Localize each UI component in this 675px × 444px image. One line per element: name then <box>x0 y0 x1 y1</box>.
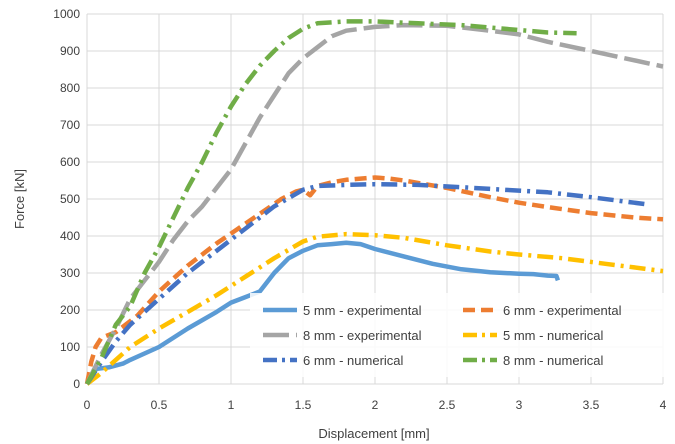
series-lines <box>84 19 664 386</box>
y-tick-label: 400 <box>60 229 80 243</box>
legend-label-4: 6 mm - numerical <box>303 353 404 368</box>
series-line-4 <box>85 181 649 386</box>
x-tick-label: 0 <box>84 398 91 412</box>
x-tick-label: 2 <box>372 398 379 412</box>
y-tick-label: 500 <box>60 192 80 206</box>
series-line-1 <box>84 175 664 385</box>
series-line-3 <box>85 231 664 386</box>
y-tick-label: 300 <box>60 266 80 280</box>
x-tick-label: 3 <box>516 398 523 412</box>
y-tick-label: 0 <box>73 377 80 391</box>
legend-label-0: 5 mm - experimental <box>303 303 422 318</box>
legend-background <box>250 293 670 377</box>
x-tick-label: 4 <box>660 398 667 412</box>
legend-label-3: 5 mm - numerical <box>503 328 604 343</box>
series-line-0 <box>84 240 561 385</box>
x-tick-label: 1 <box>228 398 235 412</box>
series-line-2 <box>84 22 664 385</box>
y-tick-label: 100 <box>60 340 80 354</box>
legend: 5 mm - experimental 6 mm - experimental 8 … <box>263 303 622 368</box>
x-tick-labels: 0 0.5 1 1.5 2 2.5 3 3.5 4 <box>84 398 667 412</box>
y-tick-label: 800 <box>60 81 80 95</box>
x-axis-label: Displacement [mm] <box>318 426 429 441</box>
x-tick-label: 1.5 <box>295 398 312 412</box>
x-tick-label: 0.5 <box>151 398 168 412</box>
x-tick-label: 3.5 <box>583 398 600 412</box>
y-tick-label: 900 <box>60 44 80 58</box>
y-tick-label: 600 <box>60 155 80 169</box>
y-tick-label: 700 <box>60 118 80 132</box>
y-tick-label: 1000 <box>53 7 80 21</box>
y-axis-label: Force [kN] <box>12 169 27 229</box>
legend-label-1: 6 mm - experimental <box>503 303 622 318</box>
x-tick-label: 2.5 <box>439 398 456 412</box>
legend-label-2: 8 mm - experimental <box>303 328 422 343</box>
y-tick-labels: 0 100 200 300 400 500 600 700 800 900 1000 <box>53 7 80 391</box>
legend-label-5: 8 mm - numerical <box>503 353 604 368</box>
series-line-5 <box>85 19 577 386</box>
y-tick-label: 200 <box>60 303 80 317</box>
